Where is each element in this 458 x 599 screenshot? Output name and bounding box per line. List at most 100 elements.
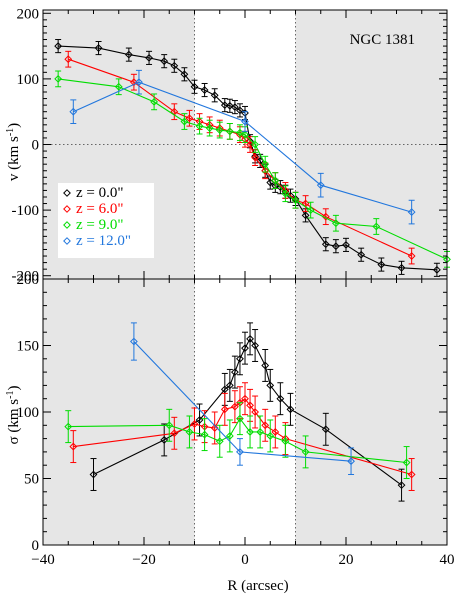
shaded-region bbox=[43, 279, 195, 545]
data-point bbox=[251, 153, 260, 162]
data-point bbox=[276, 394, 285, 403]
data-point bbox=[271, 181, 280, 190]
data-point bbox=[246, 140, 254, 149]
y-tick-label: 100 bbox=[17, 405, 40, 421]
data-point bbox=[129, 78, 138, 87]
data-point bbox=[135, 78, 143, 87]
data-point bbox=[150, 97, 159, 106]
data-point bbox=[402, 458, 411, 467]
y-tick-label: -200 bbox=[12, 269, 40, 285]
data-point bbox=[256, 428, 265, 436]
data-point bbox=[69, 442, 78, 451]
legend-marker bbox=[63, 205, 71, 213]
data-point bbox=[225, 127, 234, 136]
series-2 bbox=[64, 402, 411, 479]
data-point bbox=[301, 211, 310, 220]
velocity-panel: -200 -100 0 100 200 bbox=[12, 6, 451, 285]
data-point bbox=[357, 250, 366, 259]
data-point bbox=[185, 114, 194, 123]
data-point bbox=[261, 160, 270, 169]
data-point bbox=[205, 124, 214, 133]
y-tick-label: 50 bbox=[24, 472, 39, 488]
data-point bbox=[185, 428, 194, 436]
data-point bbox=[195, 122, 204, 131]
data-point bbox=[89, 470, 98, 479]
data-point bbox=[129, 337, 138, 346]
x-tick-label: 0 bbox=[241, 552, 249, 568]
data-point bbox=[321, 240, 330, 249]
shaded-region bbox=[295, 279, 447, 545]
data-point bbox=[114, 82, 123, 91]
data-point bbox=[236, 414, 244, 423]
data-point bbox=[246, 428, 254, 436]
data-point bbox=[160, 436, 169, 444]
data-point bbox=[54, 74, 63, 83]
y-tick-label: -100 bbox=[12, 203, 40, 219]
data-point bbox=[220, 405, 229, 414]
legend-label: z = 9.0" bbox=[76, 217, 124, 233]
series-3 bbox=[129, 322, 355, 476]
data-point bbox=[316, 181, 325, 190]
y-tick-label: 0 bbox=[32, 138, 40, 154]
x-tick-label: 20 bbox=[339, 552, 354, 568]
data-point bbox=[241, 117, 249, 126]
data-point bbox=[261, 421, 270, 430]
data-point bbox=[321, 212, 330, 221]
data-point bbox=[321, 425, 330, 434]
data-point bbox=[230, 103, 239, 112]
x-axis-label: R (arcsec) bbox=[227, 578, 288, 594]
data-point bbox=[342, 240, 350, 249]
y-axis-label-bottom: σ (km s-1) bbox=[5, 386, 22, 445]
data-point bbox=[64, 422, 73, 431]
data-point bbox=[397, 481, 406, 490]
data-point bbox=[377, 260, 386, 269]
x-tick-label: −40 bbox=[31, 552, 54, 568]
data-point bbox=[210, 424, 219, 432]
data-point bbox=[225, 381, 234, 390]
data-point bbox=[190, 420, 199, 428]
legend-marker bbox=[63, 189, 71, 197]
x-tick-label: −20 bbox=[132, 552, 155, 568]
data-point bbox=[301, 447, 310, 456]
data-point bbox=[331, 242, 340, 251]
dispersion-panel: 0 50 100 150 200 −40 −20 0 20 40 bbox=[17, 272, 455, 568]
data-point bbox=[246, 401, 254, 410]
data-point bbox=[281, 189, 290, 198]
data-point bbox=[236, 354, 244, 363]
data-point bbox=[220, 385, 229, 394]
series-line bbox=[93, 337, 402, 486]
data-point bbox=[271, 176, 280, 185]
data-point bbox=[241, 130, 249, 139]
data-point bbox=[306, 206, 315, 215]
data-point bbox=[236, 447, 244, 456]
y-axis-label-top: v (km s-1) bbox=[5, 123, 22, 181]
data-point bbox=[64, 55, 73, 64]
y-tick-label: 0 bbox=[32, 538, 40, 554]
data-point bbox=[230, 402, 239, 411]
data-point bbox=[331, 219, 340, 228]
data-point bbox=[271, 428, 280, 436]
data-point bbox=[407, 252, 416, 260]
data-point bbox=[190, 82, 199, 91]
data-point bbox=[170, 61, 179, 70]
legend: z = 0.0"z = 6.0"z = 9.0"z = 12.0" bbox=[58, 183, 154, 258]
data-point bbox=[225, 101, 234, 110]
data-point bbox=[347, 457, 355, 466]
chart-title: NGC 1381 bbox=[350, 32, 415, 48]
data-point bbox=[241, 344, 249, 353]
data-point bbox=[251, 408, 260, 416]
data-point bbox=[145, 53, 153, 62]
y-tick-label: 100 bbox=[17, 72, 40, 88]
data-point bbox=[286, 405, 295, 414]
data-point bbox=[407, 208, 416, 216]
data-point bbox=[236, 106, 244, 115]
series-2 bbox=[54, 70, 451, 268]
y-tick-label: 150 bbox=[17, 339, 40, 355]
data-point bbox=[432, 265, 441, 274]
series-3 bbox=[69, 69, 416, 225]
data-point bbox=[124, 50, 133, 59]
data-point bbox=[225, 432, 234, 440]
data-point bbox=[94, 44, 103, 52]
series-0 bbox=[89, 322, 406, 502]
data-point bbox=[251, 140, 260, 149]
